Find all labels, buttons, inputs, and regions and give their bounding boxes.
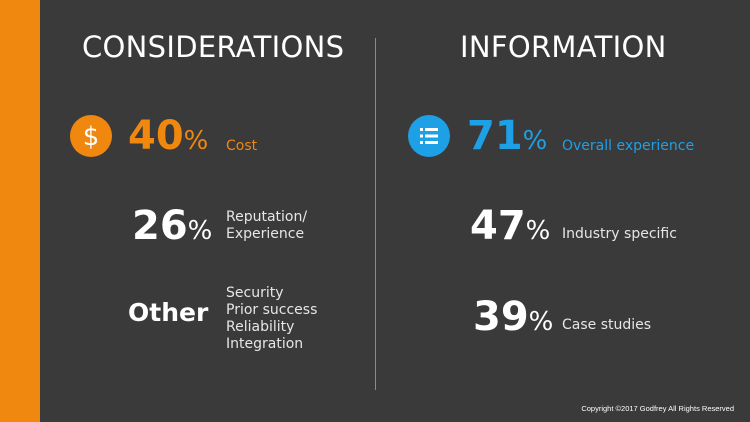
stat-overall-label: Overall experience [562, 138, 695, 154]
column-divider [375, 38, 376, 390]
stat-case-studies-unit: % [528, 307, 554, 337]
stat-overall: 71 % [467, 116, 547, 156]
stat-cost-label: Cost [226, 138, 258, 154]
stat-reputation-unit: % [187, 216, 213, 246]
stat-cost: 40 % [128, 116, 208, 156]
stat-overall-unit: % [522, 126, 548, 156]
considerations-heading: CONSIDERATIONS [82, 30, 345, 64]
stat-cost-value: 40 [128, 113, 184, 159]
stat-overall-value: 71 [467, 113, 523, 159]
stat-other-label-line: Prior success [226, 302, 318, 318]
information-heading: INFORMATION [460, 30, 667, 64]
orange-accent-bar [0, 0, 40, 422]
stat-case-studies: 39 % [473, 297, 553, 337]
stat-reputation-label: Reputation/ Experience [226, 209, 307, 243]
stat-other-label-line: Security [226, 285, 284, 301]
stat-other: Other [128, 300, 208, 325]
stat-industry-value: 47 [470, 203, 526, 249]
stat-case-studies-value: 39 [473, 294, 529, 340]
list-icon [408, 115, 450, 157]
stat-cost-unit: % [183, 126, 209, 156]
dollar-icon: $ [70, 115, 112, 157]
stat-other-label-line: Reliability [226, 319, 295, 335]
stat-other-label-line: Integration [226, 336, 304, 352]
stat-reputation-label-line: Experience [226, 226, 305, 242]
stat-industry-label: Industry specific [562, 226, 677, 242]
stat-industry: 47 % [470, 206, 550, 246]
stat-other-label: Security Prior success Reliability Integ… [226, 285, 317, 353]
stat-case-studies-label: Case studies [562, 317, 652, 333]
stat-reputation: 26 % [132, 206, 212, 246]
stat-industry-unit: % [525, 216, 551, 246]
svg-text:$: $ [83, 122, 100, 152]
stat-other-value: Other [128, 298, 209, 327]
stat-reputation-value: 26 [132, 203, 188, 249]
copyright-text: Copyright ©2017 Godfrey All Rights Reser… [581, 404, 734, 413]
stat-reputation-label-line: Reputation/ [226, 209, 308, 225]
